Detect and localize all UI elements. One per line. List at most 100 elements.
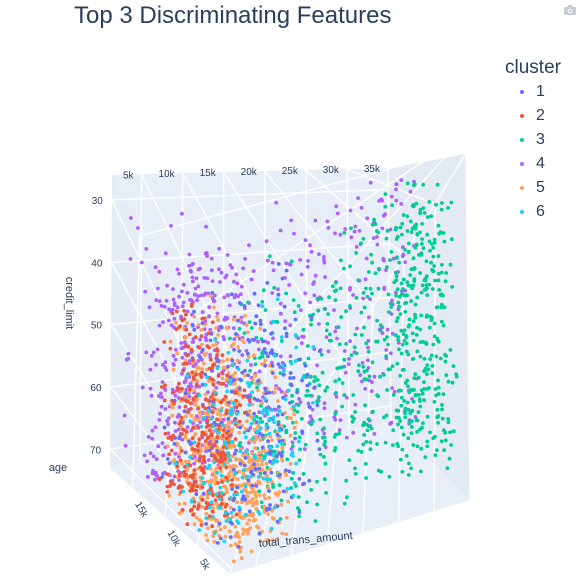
data-point <box>185 309 190 314</box>
y-tick-label: 50 <box>91 321 103 332</box>
data-point <box>315 399 319 404</box>
data-point <box>392 389 397 394</box>
data-point <box>253 321 258 326</box>
grid-line <box>387 152 467 423</box>
data-point <box>292 310 297 315</box>
data-point <box>370 291 374 296</box>
data-point <box>322 401 327 406</box>
data-point <box>236 294 241 299</box>
data-point <box>258 318 263 323</box>
data-point <box>385 229 390 233</box>
data-point <box>240 370 245 375</box>
data-point <box>434 354 439 359</box>
data-point <box>251 378 255 382</box>
data-point <box>411 443 416 447</box>
data-point <box>191 323 195 328</box>
data-point <box>365 428 370 433</box>
data-point <box>348 264 352 269</box>
camera-icon[interactable] <box>563 3 577 15</box>
data-point <box>203 319 208 324</box>
data-point <box>202 416 206 420</box>
data-point <box>247 355 251 359</box>
data-point <box>230 478 234 482</box>
data-point <box>244 449 249 454</box>
data-point <box>400 342 405 347</box>
data-point <box>353 332 358 337</box>
legend-item-2[interactable]: 2 <box>505 105 580 129</box>
data-point <box>221 398 225 402</box>
data-point <box>279 339 284 343</box>
data-point <box>191 358 196 362</box>
data-point <box>434 202 438 207</box>
data-point <box>388 421 392 426</box>
data-point <box>216 318 221 323</box>
data-point <box>241 394 246 398</box>
data-point <box>251 503 255 508</box>
legend-item-3[interactable]: 3 <box>505 129 580 153</box>
data-point <box>340 381 345 385</box>
data-point <box>223 513 227 518</box>
data-point <box>181 427 185 432</box>
data-point <box>436 271 441 276</box>
data-point <box>394 293 398 298</box>
data-point <box>405 400 410 405</box>
data-point <box>256 475 261 479</box>
legend-item-6[interactable]: 6 <box>505 201 580 225</box>
data-point <box>440 262 444 267</box>
legend-item-1[interactable]: 1 <box>505 81 580 105</box>
scene-3d[interactable]: 5k10k15k20k25k30k35k304050607015k10k5k0c… <box>49 152 471 576</box>
data-point <box>287 415 291 420</box>
data-point <box>190 275 195 280</box>
legend-item-5[interactable]: 5 <box>505 177 580 201</box>
data-point <box>214 428 219 433</box>
data-point <box>410 331 415 336</box>
data-point <box>420 391 425 396</box>
data-point <box>204 224 209 229</box>
data-point <box>236 345 240 349</box>
data-point <box>407 461 411 466</box>
data-point <box>288 323 293 328</box>
data-point <box>390 364 395 368</box>
data-point <box>245 501 249 506</box>
legend-marker-2 <box>520 114 524 118</box>
data-point <box>249 363 253 367</box>
data-point <box>206 406 211 410</box>
data-point <box>229 389 234 394</box>
legend-label-4: 4 <box>536 155 545 172</box>
data-point <box>306 344 310 348</box>
data-point <box>266 340 270 345</box>
data-point <box>372 217 376 222</box>
data-point <box>408 219 413 224</box>
data-point <box>284 515 289 520</box>
data-point <box>390 203 394 208</box>
grid-line <box>346 168 436 429</box>
data-point <box>200 433 205 438</box>
data-point <box>237 386 242 391</box>
data-point <box>179 449 184 453</box>
data-point <box>396 444 400 449</box>
data-point <box>408 273 413 277</box>
data-point <box>230 363 235 368</box>
data-point <box>209 500 214 505</box>
data-point <box>418 340 423 344</box>
data-point <box>315 502 320 507</box>
data-point <box>276 362 281 367</box>
data-point <box>346 362 351 367</box>
data-point <box>397 260 402 265</box>
data-point <box>142 453 147 458</box>
legend-item-4[interactable]: 4 <box>505 153 580 177</box>
data-point <box>262 471 267 475</box>
data-point <box>319 352 324 357</box>
data-point <box>237 326 242 331</box>
data-point <box>353 471 358 476</box>
data-point <box>182 361 187 366</box>
data-point <box>243 484 248 488</box>
data-point <box>232 341 236 346</box>
data-point <box>421 246 426 251</box>
data-point <box>279 389 284 394</box>
data-point <box>370 360 375 365</box>
data-point <box>348 208 353 213</box>
data-point <box>188 463 193 468</box>
